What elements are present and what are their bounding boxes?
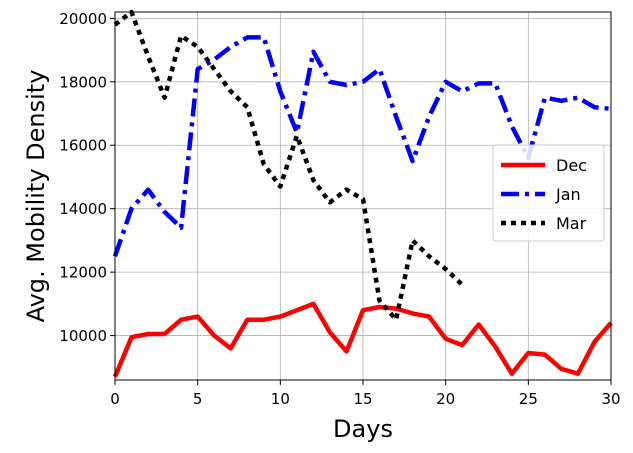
y-tick-label: 20000: [59, 10, 107, 28]
ticks: 0 5 10 15 20 25 30 10000 12000 14000 16000 18000 200…: [59, 10, 620, 408]
x-axis-label: Days: [333, 415, 393, 443]
y-tick-label: 12000: [59, 264, 107, 282]
legend-box: [492, 144, 605, 242]
y-tick-label: 10000: [59, 327, 107, 345]
y-tick-label: 18000: [59, 73, 107, 91]
x-tick-label: 0: [110, 390, 120, 408]
x-tick-label: 20: [436, 390, 455, 408]
x-tick-label: 25: [519, 390, 538, 408]
x-tick-label: 5: [193, 390, 203, 408]
legend-label-mar: Mar: [556, 214, 587, 233]
legend: Dec Jan Mar: [492, 144, 605, 242]
y-tick-label: 14000: [59, 200, 107, 218]
legend-label-dec: Dec: [556, 156, 587, 175]
x-tick-label: 30: [601, 390, 620, 408]
y-axis-label: Avg. Mobility Density: [22, 70, 50, 323]
series-line-dec: [112, 301, 613, 378]
legend-label-jan: Jan: [555, 185, 581, 204]
y-tick-label: 16000: [59, 137, 107, 155]
x-tick-label: 10: [271, 390, 290, 408]
x-tick-label: 15: [353, 390, 372, 408]
series-line-mar: [113, 9, 464, 322]
